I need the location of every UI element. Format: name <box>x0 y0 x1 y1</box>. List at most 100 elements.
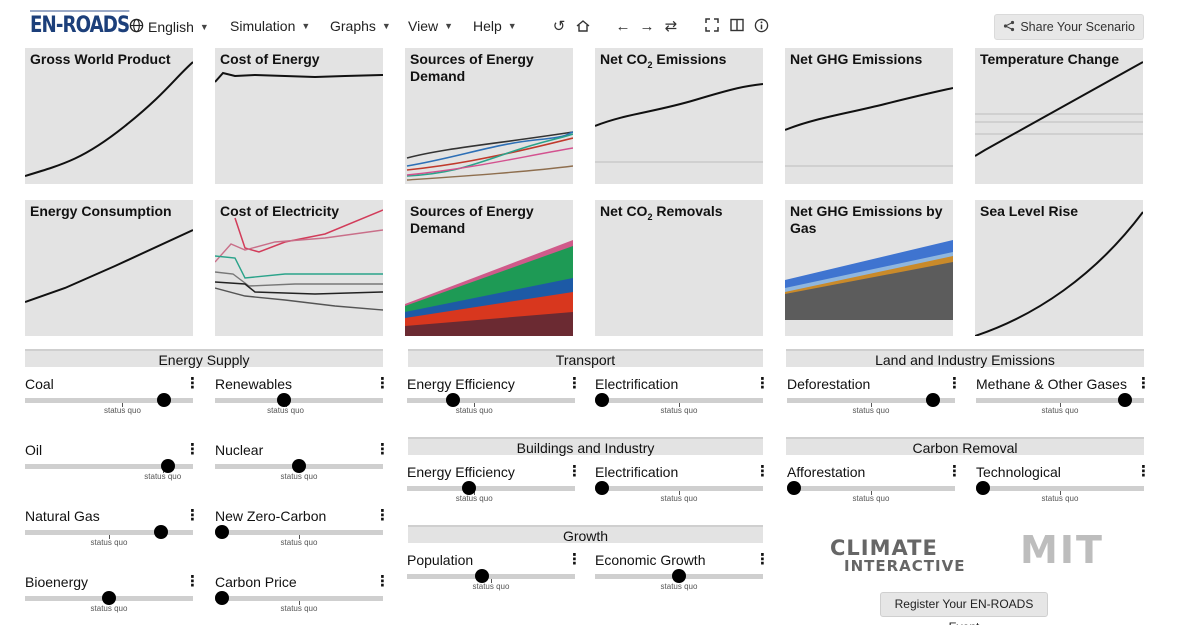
slider-knob[interactable] <box>925 393 940 407</box>
more-options-icon[interactable]: ⋮ <box>375 375 390 392</box>
graph-net-ghg-emissions[interactable]: Net GHG Emissions <box>785 48 953 184</box>
slider-knob[interactable] <box>672 569 686 583</box>
fullscreen-icon[interactable] <box>703 18 721 36</box>
view-menu[interactable]: View ▼ <box>408 18 453 34</box>
slider-transport-energy-efficiency[interactable]: Energy Efficiency ⋮ status quo <box>407 375 582 426</box>
more-options-icon[interactable]: ⋮ <box>185 573 200 590</box>
more-options-icon[interactable]: ⋮ <box>1136 463 1151 480</box>
slider-knob[interactable] <box>1117 393 1132 407</box>
slider-knob[interactable] <box>102 591 116 605</box>
graphs-menu[interactable]: Graphs ▼ <box>330 18 391 34</box>
more-options-icon[interactable]: ⋮ <box>185 441 200 458</box>
slider-oil[interactable]: Oil ⋮ status quo <box>25 441 200 492</box>
slider-methane-other-gases[interactable]: Methane & Other Gases ⋮ status quo <box>976 375 1151 426</box>
slider-track[interactable] <box>595 398 763 403</box>
more-options-icon[interactable]: ⋮ <box>375 441 390 458</box>
more-options-icon[interactable]: ⋮ <box>947 463 962 480</box>
home-reset-icon[interactable] <box>574 18 592 36</box>
graph-cost-of-electricity[interactable]: Cost of Electricity <box>215 200 383 336</box>
graph-net-co2-emissions[interactable]: Net CO2 Emissions <box>595 48 763 184</box>
graph-cost-of-energy[interactable]: Cost of Energy <box>215 48 383 184</box>
compare-icon[interactable] <box>728 18 746 36</box>
graph-sources-energy-demand-area[interactable]: Sources of Energy Demand <box>405 200 573 336</box>
graph-temperature-change[interactable]: Temperature Change <box>975 48 1143 184</box>
slider-knob[interactable] <box>787 481 801 495</box>
slider-track[interactable] <box>25 530 193 535</box>
slider-knob[interactable] <box>154 525 169 539</box>
more-options-icon[interactable]: ⋮ <box>755 551 770 568</box>
slider-track[interactable] <box>215 398 383 403</box>
slider-carbon-price[interactable]: Carbon Price ⋮ status quo <box>215 573 390 624</box>
graph-sources-energy-demand-lines[interactable]: Sources of Energy Demand <box>405 48 573 184</box>
arrow-right-icon[interactable]: → <box>639 18 655 35</box>
slider-renewables[interactable]: Renewables ⋮ status quo <box>215 375 390 426</box>
simulation-menu[interactable]: Simulation ▼ <box>230 18 310 34</box>
share-scenario-button[interactable]: Share Your Scenario <box>994 14 1144 40</box>
slider-deforestation[interactable]: Deforestation ⋮ status quo <box>787 375 962 426</box>
slider-coal[interactable]: Coal ⋮ status quo <box>25 375 200 426</box>
more-options-icon[interactable]: ⋮ <box>185 507 200 524</box>
slider-technological[interactable]: Technological ⋮ status quo <box>976 463 1151 514</box>
slider-buildings-energy-efficiency[interactable]: Energy Efficiency ⋮ status quo <box>407 463 582 514</box>
slider-nuclear[interactable]: Nuclear ⋮ status quo <box>215 441 390 492</box>
slider-track[interactable] <box>976 486 1144 491</box>
slider-knob[interactable] <box>595 481 609 495</box>
slider-track[interactable] <box>787 398 955 403</box>
more-options-icon[interactable]: ⋮ <box>1136 375 1151 392</box>
slider-track[interactable] <box>407 398 575 403</box>
slider-label: Energy Efficiency <box>407 376 515 392</box>
slider-track[interactable] <box>215 530 383 535</box>
slider-knob[interactable] <box>160 459 175 473</box>
more-options-icon[interactable]: ⋮ <box>567 375 582 392</box>
graph-energy-consumption[interactable]: Energy Consumption <box>25 200 193 336</box>
undo-icon[interactable]: ↺ <box>552 18 566 35</box>
slider-knob[interactable] <box>157 393 172 407</box>
help-menu[interactable]: Help ▼ <box>473 18 517 34</box>
en-roads-logo[interactable]: EN-ROADS <box>30 10 130 38</box>
slider-bioenergy[interactable]: Bioenergy ⋮ status quo <box>25 573 200 624</box>
slider-knob[interactable] <box>462 481 477 495</box>
more-options-icon[interactable]: ⋮ <box>947 375 962 392</box>
graph-sea-level-rise[interactable]: Sea Level Rise <box>975 200 1143 336</box>
more-options-icon[interactable]: ⋮ <box>185 375 200 392</box>
slider-track[interactable] <box>787 486 955 491</box>
more-options-icon[interactable]: ⋮ <box>755 463 770 480</box>
graph-net-co2-removals[interactable]: Net CO2 Removals <box>595 200 763 336</box>
slider-knob[interactable] <box>215 591 229 605</box>
swap-icon[interactable]: ⇄ <box>664 18 678 35</box>
slider-track[interactable] <box>215 596 383 601</box>
slider-natural-gas[interactable]: Natural Gas ⋮ status quo <box>25 507 200 558</box>
more-options-icon[interactable]: ⋮ <box>567 551 582 568</box>
slider-economic-growth[interactable]: Economic Growth ⋮ status quo <box>595 551 770 602</box>
more-options-icon[interactable]: ⋮ <box>755 375 770 392</box>
slider-knob[interactable] <box>215 525 229 539</box>
slider-track[interactable] <box>25 464 193 469</box>
slider-population[interactable]: Population ⋮ status quo <box>407 551 582 602</box>
slider-track[interactable] <box>595 486 763 491</box>
slider-transport-electrification[interactable]: Electrification ⋮ status quo <box>595 375 770 426</box>
climate-interactive-logo[interactable]: CLIMATE INTERACTIVE <box>830 536 965 575</box>
slider-buildings-electrification[interactable]: Electrification ⋮ status quo <box>595 463 770 514</box>
arrow-left-icon[interactable]: ← <box>615 18 631 35</box>
slider-knob[interactable] <box>474 569 489 583</box>
mit-logo[interactable]: MIT <box>1020 528 1104 572</box>
slider-knob[interactable] <box>445 393 460 407</box>
info-icon[interactable] <box>752 18 770 36</box>
more-options-icon[interactable]: ⋮ <box>375 573 390 590</box>
slider-knob[interactable] <box>595 393 609 407</box>
more-options-icon[interactable]: ⋮ <box>567 463 582 480</box>
slider-afforestation[interactable]: Afforestation ⋮ status quo <box>787 463 962 514</box>
more-options-icon[interactable]: ⋮ <box>375 507 390 524</box>
slider-track[interactable] <box>407 486 575 491</box>
slider-new-zero-carbon[interactable]: New Zero-Carbon ⋮ status quo <box>215 507 390 558</box>
register-event-button[interactable]: Register Your EN-ROADS Event <box>880 592 1048 625</box>
graph-gross-world-product[interactable]: Gross World Product <box>25 48 193 184</box>
slider-knob[interactable] <box>276 393 291 407</box>
slider-knob[interactable] <box>976 481 990 495</box>
slider-track[interactable] <box>25 398 193 403</box>
language-menu[interactable]: English ▼ <box>129 18 209 36</box>
slider-knob[interactable] <box>292 459 306 473</box>
slider-track[interactable] <box>976 398 1144 403</box>
graph-net-ghg-by-gas[interactable]: Net GHG Emissions by Gas <box>785 200 953 336</box>
slider-track[interactable] <box>407 574 575 579</box>
